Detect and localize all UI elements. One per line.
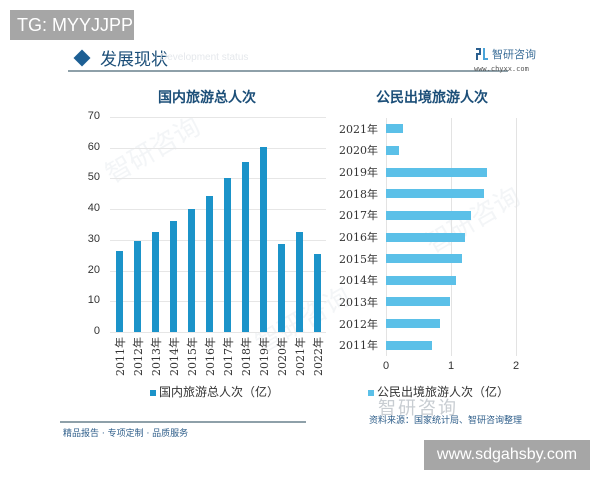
- bar: [386, 297, 450, 307]
- x-tick-label: 2: [512, 360, 520, 372]
- y-tick-label: 2013年: [339, 295, 378, 309]
- bar: [313, 254, 321, 332]
- y-tick-label: 2011年: [339, 339, 378, 353]
- gridline: [110, 178, 326, 180]
- diamond-bullet-icon: [73, 49, 91, 67]
- x-tick-label: 2016年: [204, 337, 217, 376]
- y-tick-label: 2014年: [339, 274, 378, 288]
- legend-swatch-icon: [368, 389, 374, 396]
- bar: [223, 178, 231, 332]
- brand-logo: 智研咨询 www.chyxx.com: [474, 47, 546, 77]
- section-title: 发展现状: [100, 50, 168, 70]
- bar: [295, 232, 303, 332]
- legend-label: 国内旅游总人次（亿）: [159, 385, 280, 399]
- gridline: [110, 209, 326, 211]
- y-tick-label: 50: [87, 171, 100, 184]
- y-tick-label: 70: [87, 110, 100, 122]
- gridline: [110, 332, 326, 333]
- y-tick-label: 2019年: [339, 166, 378, 180]
- bar: [169, 221, 177, 332]
- x-tick-label: 2013年: [150, 337, 163, 376]
- y-tick-label: 2012年: [339, 317, 378, 331]
- bar: [277, 243, 285, 332]
- gridline: [110, 117, 326, 118]
- y-tick-label: 2020年: [339, 144, 378, 158]
- y-tick-label: 0: [93, 325, 100, 337]
- y-tick-label: 30: [87, 232, 100, 245]
- brand-url: www.chyxx.com: [474, 65, 529, 73]
- brand-logo-icon: [476, 48, 488, 60]
- bar: [386, 275, 456, 285]
- bar: [386, 167, 487, 177]
- x-tick-label: 2022年: [312, 337, 325, 376]
- x-tick-label: 2020年: [276, 337, 289, 376]
- y-tick-label: 2016年: [339, 231, 378, 244]
- legend-label: 公民出境旅游人次（亿）: [377, 385, 510, 399]
- x-tick-label: 2021年: [294, 337, 307, 376]
- domestic-legend: 国内旅游总人次（亿）: [150, 383, 279, 400]
- bar: [386, 232, 466, 242]
- bar: [187, 209, 195, 332]
- x-tick-label: 2015年: [186, 337, 199, 376]
- gridline: [110, 301, 326, 303]
- footer-watermark-logo: 智研咨询: [378, 398, 458, 419]
- data-source-note: 资料来源：国家统计局、智研咨询整理: [369, 416, 523, 426]
- bar: [115, 250, 123, 332]
- bar: [386, 124, 403, 134]
- y-tick-label: 2018年: [339, 187, 378, 201]
- bar: [386, 189, 484, 199]
- y-tick-label: 10: [87, 294, 100, 307]
- bar: [386, 145, 399, 155]
- x-tick-label: 2018年: [240, 337, 253, 376]
- bar: [386, 210, 472, 220]
- y-tick-label: 2021年: [339, 122, 378, 136]
- bar: [241, 161, 249, 332]
- outbound-chart-title: 公民出境旅游人次: [376, 90, 488, 106]
- gridline: [110, 270, 326, 272]
- outbound-legend: 公民出境旅游人次（亿）: [368, 383, 509, 400]
- x-tick-label: 2012年: [132, 337, 145, 376]
- bar: [133, 241, 141, 332]
- site-watermark-label: www.sdgahsby.com: [424, 440, 590, 470]
- bar: [205, 195, 213, 332]
- header-divider: [68, 70, 508, 72]
- footer-divider: [60, 421, 306, 423]
- x-tick-label: 2011年: [114, 337, 127, 376]
- x-tick-label: 2017年: [222, 337, 235, 376]
- legend-swatch-icon: [150, 389, 156, 396]
- gridline: [110, 239, 326, 241]
- tg-watermark-label: TG: MYYJJPP: [10, 10, 134, 40]
- section-subtitle: Development status: [160, 52, 249, 63]
- y-tick-label: 2017年: [339, 209, 378, 223]
- y-tick-label: 2015年: [339, 252, 378, 266]
- x-tick-label: 2019年: [258, 337, 271, 376]
- gridline: [516, 118, 517, 356]
- bar: [386, 319, 440, 329]
- domestic-chart-title: 国内旅游总人次: [158, 90, 256, 106]
- y-tick-label: 40: [87, 202, 100, 215]
- y-tick-label: 20: [87, 263, 100, 276]
- brand-name: 智研咨询: [492, 48, 536, 61]
- x-tick-label: 1: [447, 360, 455, 372]
- bar: [151, 231, 159, 332]
- bar: [259, 147, 267, 332]
- bar: [386, 340, 432, 350]
- y-tick-label: 60: [87, 140, 100, 153]
- bar: [386, 254, 463, 264]
- x-tick-label: 2014年: [168, 337, 181, 376]
- gridline: [110, 147, 326, 149]
- footer-slogan: 精品报告 · 专项定制 · 品质服务: [63, 429, 189, 439]
- x-tick-label: 0: [382, 360, 390, 372]
